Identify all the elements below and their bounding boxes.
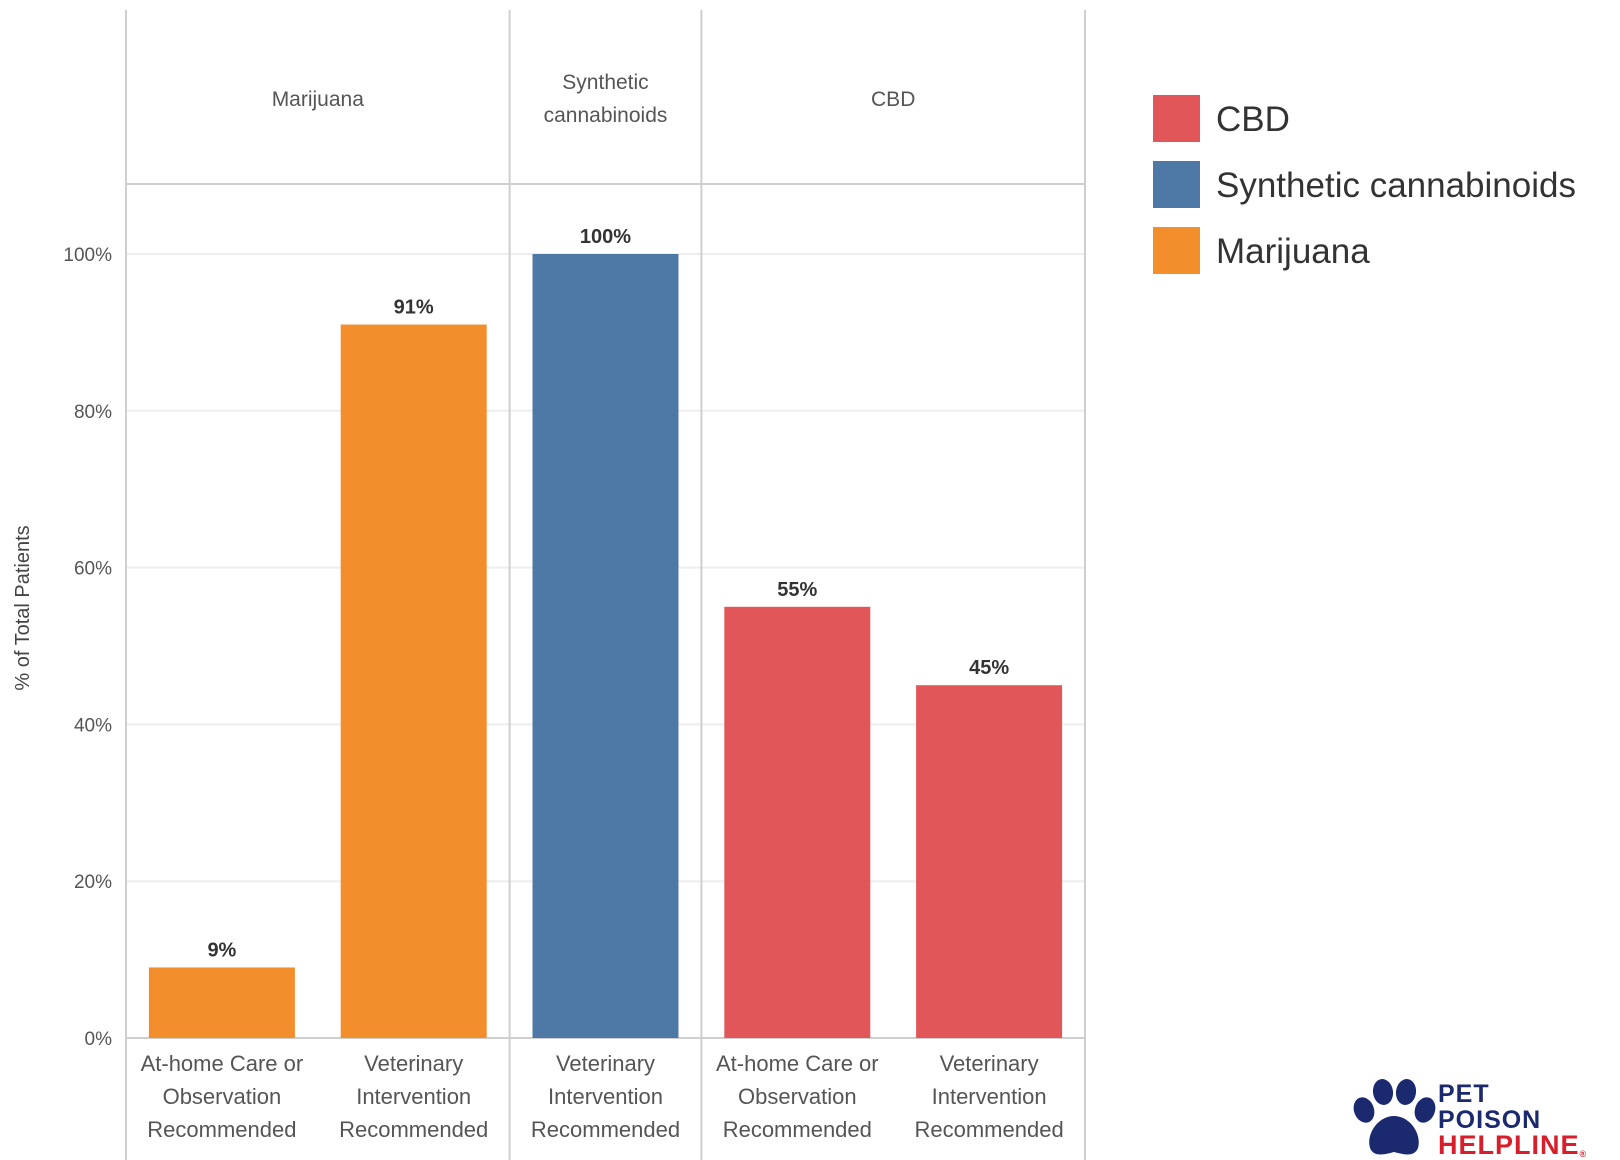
x-category-label: Veterinary bbox=[940, 1051, 1039, 1076]
data-label: 9% bbox=[207, 939, 236, 961]
data-label: 45% bbox=[969, 657, 1009, 679]
x-category-label: Recommended bbox=[723, 1117, 872, 1142]
y-tick-label: 80% bbox=[74, 402, 112, 423]
logo-word-poison: POISON bbox=[1438, 1106, 1542, 1134]
y-axis-title: % of Total Patients bbox=[12, 525, 34, 690]
panel-header: Marijuana bbox=[272, 88, 365, 111]
panel-header: cannabinoids bbox=[544, 104, 668, 127]
x-category-label: Intervention bbox=[932, 1084, 1047, 1109]
x-category-label: At-home Care or bbox=[716, 1051, 879, 1076]
pet-poison-helpline-logo: PET POISON HELPLINE® bbox=[1350, 1078, 1612, 1160]
panel-header: CBD bbox=[871, 88, 915, 111]
bar bbox=[724, 606, 871, 1038]
bar bbox=[916, 685, 1063, 1038]
bar bbox=[148, 967, 295, 1038]
labels: 0% 20% 40% 60% 80% 100% Marijuana 9% At-home Car… bbox=[63, 71, 1063, 1142]
panel-header: Synthetic bbox=[562, 71, 648, 94]
x-category-label: Recommended bbox=[531, 1117, 680, 1142]
legend-swatch bbox=[1153, 95, 1200, 142]
x-category-label: Intervention bbox=[548, 1084, 663, 1109]
bars bbox=[148, 254, 1063, 1038]
x-category-label: At-home Care or bbox=[141, 1051, 304, 1076]
y-tick-label: 40% bbox=[74, 715, 112, 736]
x-category-label: Recommended bbox=[915, 1117, 1064, 1142]
logo-registered-mark: ® bbox=[1579, 1149, 1588, 1159]
x-category-label: Recommended bbox=[147, 1117, 296, 1142]
y-tick-label: 100% bbox=[63, 245, 112, 266]
x-category-label: Recommended bbox=[339, 1117, 488, 1142]
logo-word-pet: PET bbox=[1438, 1080, 1490, 1108]
logo-word-helpline: HELPLINE® bbox=[1438, 1132, 1587, 1159]
legend: CBD Synthetic cannabinoids Marijuana bbox=[1153, 95, 1576, 274]
paw-icon bbox=[1353, 1079, 1436, 1155]
y-tick-label: 20% bbox=[74, 872, 112, 893]
bar bbox=[532, 254, 679, 1038]
x-category-label: Veterinary bbox=[364, 1051, 463, 1076]
data-label: 100% bbox=[580, 226, 631, 248]
y-tick-label: 0% bbox=[85, 1029, 113, 1050]
legend-label: Marijuana bbox=[1216, 232, 1370, 271]
legend-label: CBD bbox=[1216, 100, 1290, 139]
logo-word-helpline-text: HELPLINE bbox=[1438, 1130, 1580, 1160]
x-category-label: Observation bbox=[163, 1084, 282, 1109]
data-label: 91% bbox=[394, 297, 434, 319]
x-category-label: Observation bbox=[738, 1084, 857, 1109]
legend-label: Synthetic cannabinoids bbox=[1216, 166, 1576, 205]
legend-swatch bbox=[1153, 161, 1200, 208]
bar bbox=[340, 324, 487, 1038]
legend-swatch bbox=[1153, 227, 1200, 274]
x-category-label: Veterinary bbox=[556, 1051, 655, 1076]
data-label: 55% bbox=[777, 579, 817, 601]
x-category-label: Intervention bbox=[356, 1084, 471, 1109]
y-tick-label: 60% bbox=[74, 559, 112, 580]
